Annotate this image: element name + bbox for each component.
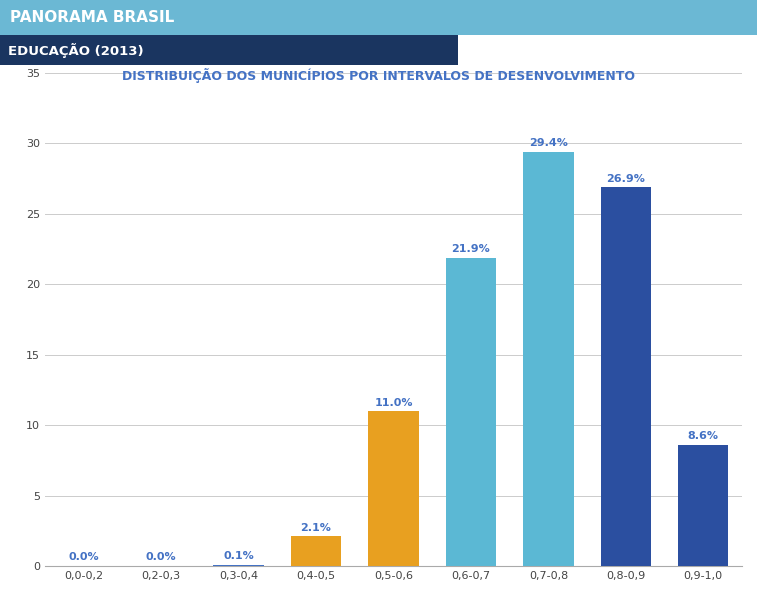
Text: 0.0%: 0.0%	[68, 552, 99, 563]
Text: 2.1%: 2.1%	[301, 523, 332, 533]
Text: 21.9%: 21.9%	[452, 244, 491, 254]
Text: EDUCAÇÃO (2013): EDUCAÇÃO (2013)	[8, 43, 144, 57]
Bar	[600, 187, 651, 566]
Text: PANORAMA BRASIL: PANORAMA BRASIL	[10, 10, 174, 25]
Text: 0.0%: 0.0%	[146, 552, 176, 563]
Text: 8.6%: 8.6%	[688, 431, 719, 441]
Text: 11.0%: 11.0%	[374, 398, 413, 408]
Bar	[678, 445, 728, 566]
Text: 26.9%: 26.9%	[606, 174, 645, 183]
Bar	[291, 536, 341, 566]
Bar	[213, 565, 263, 566]
Text: 0.1%: 0.1%	[223, 551, 254, 561]
Bar	[369, 411, 419, 566]
Bar	[523, 152, 574, 566]
Text: DISTRIBUIÇÃO DOS MUNICÍPIOS POR INTERVALOS DE DESENVOLVIMENTO: DISTRIBUIÇÃO DOS MUNICÍPIOS POR INTERVAL…	[122, 68, 635, 83]
Text: 29.4%: 29.4%	[529, 138, 568, 148]
Bar	[446, 257, 496, 566]
